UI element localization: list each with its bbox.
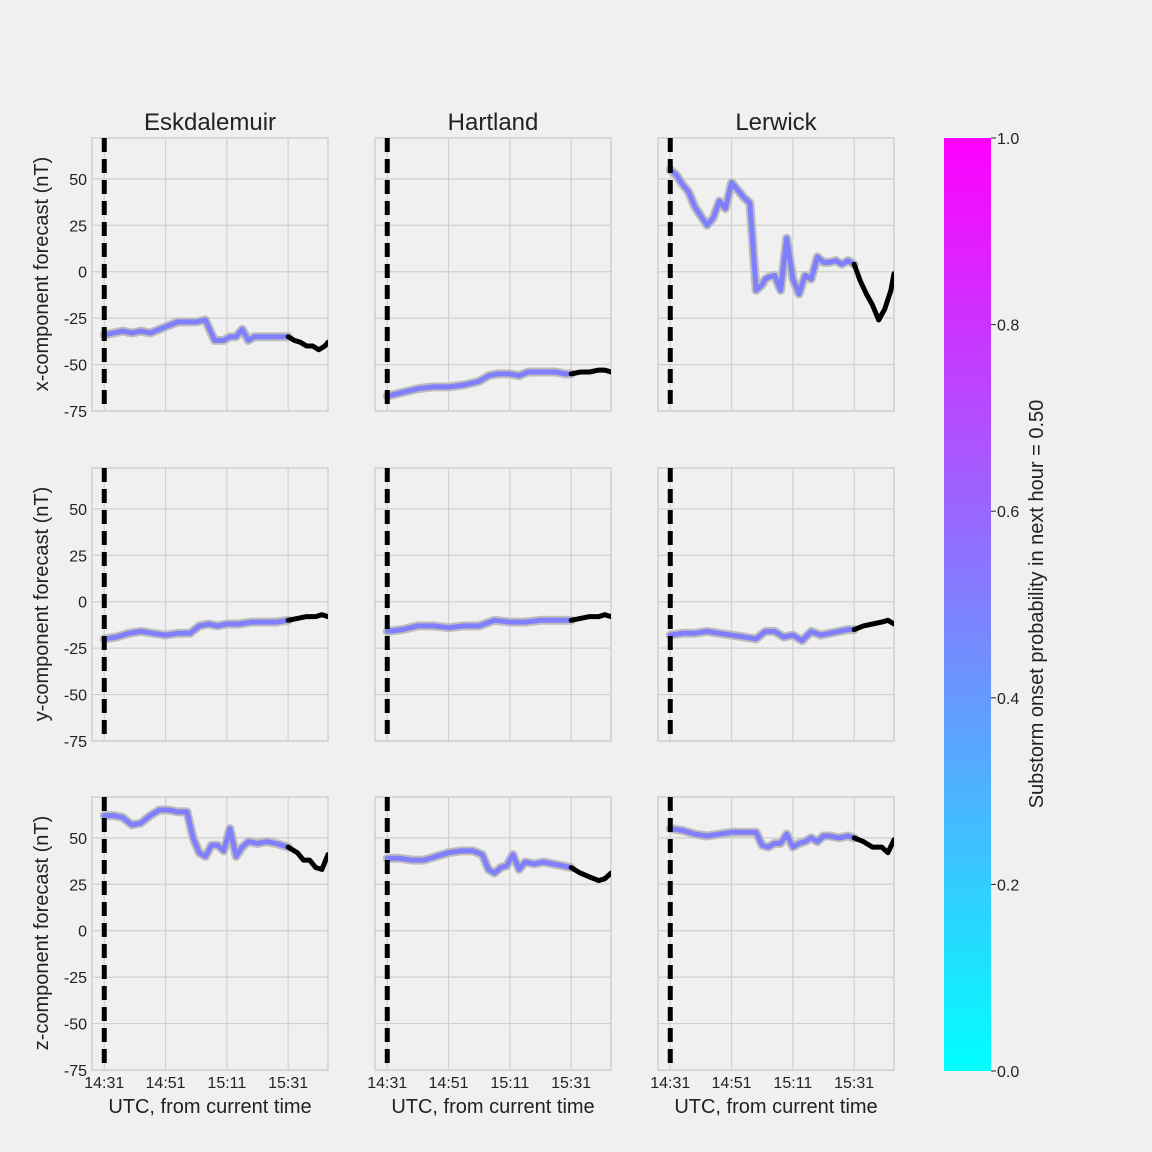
x-tick-label: 14:31 [650,1075,690,1092]
observed-line [568,865,611,884]
y-tick-label: 50 [69,502,87,519]
forecast-line [384,369,574,399]
panel-hartland-x [374,137,612,412]
panel-hartland-y [374,467,612,742]
y-tick-label: 50 [69,831,87,848]
y-tick-label: -50 [64,358,87,375]
panel-lerwick-z: 14:31 14:51 15:11 15:31 [650,796,895,1092]
panel-grid: 50 25 0 -25 -50 -75 50 25 0 -25 -50 -75 50 25 0 -25 -50 -… [64,137,895,1092]
colorbar-gradient [944,138,991,1071]
y-axis-label-y: y-component forecast (nT) [31,487,53,722]
colorbar-tick-label: 0.4 [997,691,1019,708]
observed-line [285,334,328,353]
x-tick-label: 15:31 [834,1075,874,1092]
forecast-line [101,617,291,642]
colorbar-label: Substorm onset probability in next hour … [1026,400,1048,809]
forecast-line [667,826,857,850]
x-tick-label: 14:31 [84,1075,124,1092]
y-tick-label: 0 [78,265,87,282]
observed-line [851,261,894,323]
y-tick-label: -75 [64,1063,87,1080]
observed-line [851,835,894,856]
x-axis-label-eskdalemuir: UTC, from current time [108,1096,311,1118]
x-axis-label-lerwick: UTC, from current time [674,1096,877,1118]
y-tick-label: 50 [69,172,87,189]
y-tick-label: 0 [78,595,87,612]
y-tick-label: 25 [69,218,87,235]
station-title-eskdalemuir: Eskdalemuir [144,109,276,136]
panel-hartland-z: 14:31 14:51 15:11 15:31 [367,796,612,1092]
colorbar-tick-label: 0.6 [997,504,1019,521]
observed-line [568,367,611,377]
colorbar: 0.0 0.2 0.4 0.6 0.8 1.0 Substorm onset probab… [944,131,1048,1081]
forecast-line [101,807,291,859]
x-tick-label: 15:31 [551,1075,591,1092]
x-tick-label: 15:11 [773,1075,812,1092]
colorbar-tick-label: 0.0 [997,1064,1019,1081]
y-tick-label: 0 [78,924,87,941]
x-tick-label: 14:51 [712,1075,752,1092]
forecast-line [667,167,857,297]
x-tick-label: 15:11 [207,1075,246,1092]
y-tick-label: 25 [69,548,87,565]
y-tick-label: -25 [64,970,87,987]
forecast-line [667,627,857,644]
forecast-line [101,317,291,343]
y-axis-label-z: z-component forecast (nT) [31,816,53,1051]
observed-line [851,617,894,633]
y-tick-label: -50 [64,688,87,705]
x-tick-label: 14:31 [367,1075,407,1092]
colorbar-tick-label: 0.8 [997,318,1019,335]
x-axis-label-hartland: UTC, from current time [391,1096,594,1118]
panel-eskdalemuir-y: 50 25 0 -25 -50 -75 [64,467,329,751]
observed-line [568,612,611,623]
station-title-hartland: Hartland [448,109,539,136]
panel-eskdalemuir-x: 50 25 0 -25 -50 -75 [64,137,329,421]
x-tick-label: 14:51 [146,1075,186,1092]
colorbar-tick-label: 0.2 [997,877,1019,894]
x-tick-label: 15:11 [490,1075,529,1092]
colorbar-ticks: 0.0 0.2 0.4 0.6 0.8 1.0 [991,131,1019,1081]
y-axis-label-x: x-component forecast (nT) [31,157,53,392]
observed-line [285,844,328,872]
observed-line [285,612,328,623]
forecast-line [384,848,574,876]
y-tick-label: -50 [64,1017,87,1034]
forecast-line [384,617,574,634]
y-tick-label: -75 [64,404,87,421]
station-title-lerwick: Lerwick [735,109,817,136]
y-tick-label: 25 [69,877,87,894]
y-tick-label: -75 [64,734,87,751]
x-tick-label: 14:51 [429,1075,469,1092]
panel-lerwick-x [657,137,895,412]
colorbar-tick-label: 1.0 [997,131,1019,148]
panel-lerwick-y [657,467,895,742]
y-tick-label: -25 [64,641,87,658]
y-tick-label: -25 [64,311,87,328]
x-tick-label: 15:31 [268,1075,308,1092]
